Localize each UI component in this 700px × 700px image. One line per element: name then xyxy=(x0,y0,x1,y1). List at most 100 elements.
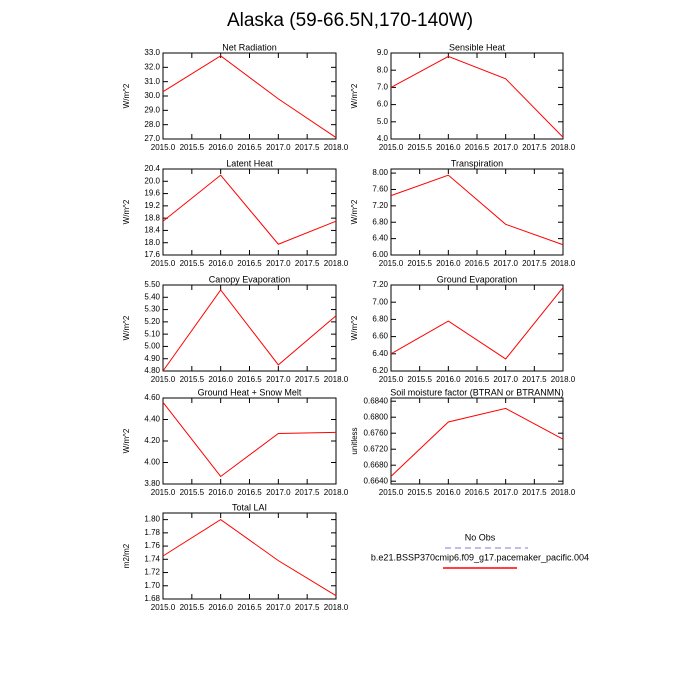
x-tick-label: 2016.5 xyxy=(465,488,490,497)
data-line xyxy=(390,407,564,477)
y-tick-label: 4.90 xyxy=(144,354,160,363)
y-tick-label: 18.8 xyxy=(144,213,160,222)
y-tick-label: 0.6680 xyxy=(364,460,389,469)
x-tick-label: 2015.0 xyxy=(151,375,176,384)
x-tick-label: 2016.5 xyxy=(465,143,490,152)
x-tick-label: 2017.5 xyxy=(295,259,320,268)
legend: No Obs b.e21.BSSP370cmip6.f09_g17.pacemak… xyxy=(371,532,589,569)
x-tick-label: 2016.0 xyxy=(436,488,461,497)
panel-title: Canopy Evaporation xyxy=(209,274,291,284)
y-tick-label: 7.20 xyxy=(372,201,388,210)
x-tick-label: 2015.0 xyxy=(379,259,404,268)
panel: Ground Heat + Snow Melt W/m^2 3.80 4.00 4.20… xyxy=(122,387,349,497)
x-tick-label: 2018.0 xyxy=(551,143,576,152)
figure-title: Alaska (59-66.5N,170-140W) xyxy=(227,10,473,31)
y-tick-label: 1.70 xyxy=(144,581,160,590)
x-tick-label: 2017.0 xyxy=(493,143,518,152)
y-tick-label: 6.40 xyxy=(372,234,388,243)
panel: Latent Heat W/m^2 17.6 18.0 18.4 18.8 19.2 19.6… xyxy=(122,158,349,268)
y-tick-label: 1.68 xyxy=(144,594,160,603)
y-tick-label: 1.80 xyxy=(144,515,160,524)
y-tick-label: 3.80 xyxy=(144,479,160,488)
panel: Transpiration W/m^2 6.00 6.40 6.80 7.20 7.60 8.… xyxy=(350,158,576,268)
y-axis-label: unitless xyxy=(350,427,359,454)
x-tick-label: 2016.0 xyxy=(436,375,461,384)
y-tick-label: 6.20 xyxy=(372,366,388,375)
x-tick-label: 2016.5 xyxy=(237,375,262,384)
panel-title: Ground Heat + Snow Melt xyxy=(198,387,302,397)
y-tick-label: 20.4 xyxy=(144,164,160,173)
y-tick-label: 18.4 xyxy=(144,226,160,235)
x-tick-label: 2015.0 xyxy=(151,603,176,612)
y-tick-label: 0.6840 xyxy=(364,396,389,405)
data-line xyxy=(162,519,337,597)
y-axis-label: W/m^2 xyxy=(122,83,131,108)
x-tick-label: 2015.5 xyxy=(407,259,432,268)
y-axis-label: W/m^2 xyxy=(350,199,359,224)
x-tick-label: 2018.0 xyxy=(551,488,576,497)
x-tick-label: 2017.0 xyxy=(266,603,291,612)
y-tick-label: 28.0 xyxy=(144,120,160,129)
y-tick-label: 5.30 xyxy=(144,305,160,314)
x-tick-label: 2017.0 xyxy=(493,259,518,268)
y-tick-label: 0.6800 xyxy=(364,412,389,421)
legend-label: b.e21.BSSP370cmip6.f09_g17.pacemaker_pac… xyxy=(371,552,589,562)
y-tick-label: 4.40 xyxy=(144,415,160,424)
panel: Canopy Evaporation W/m^2 4.80 4.90 5.00 5.10 5… xyxy=(122,274,349,384)
y-tick-label: 8.00 xyxy=(372,168,388,177)
x-tick-label: 2015.5 xyxy=(180,488,205,497)
panel-title: Transpiration xyxy=(451,158,503,168)
y-tick-label: 33.0 xyxy=(144,48,160,57)
y-tick-label: 19.2 xyxy=(144,201,160,210)
panel: Net Radiation W/m^2 27.0 28.0 29.0 30.0 31.0 32… xyxy=(122,42,349,152)
y-tick-label: 1.72 xyxy=(144,568,160,577)
y-tick-label: 9.0 xyxy=(377,48,389,57)
y-tick-label: 20.0 xyxy=(144,176,160,185)
y-axis-label: m2/m2 xyxy=(122,543,131,568)
x-tick-label: 2015.0 xyxy=(151,143,176,152)
x-tick-label: 2016.5 xyxy=(237,259,262,268)
y-tick-label: 29.0 xyxy=(144,105,160,114)
x-tick-label: 2015.5 xyxy=(407,488,432,497)
legend-label: No Obs xyxy=(465,532,496,542)
x-tick-label: 2016.5 xyxy=(465,375,490,384)
panel: Ground Evaporation W/m^2 6.20 6.40 6.60 6.80 7… xyxy=(350,274,576,384)
panel-title: Net Radiation xyxy=(222,42,277,52)
x-tick-label: 2018.0 xyxy=(324,603,349,612)
y-tick-label: 5.10 xyxy=(144,329,160,338)
x-tick-label: 2015.5 xyxy=(180,143,205,152)
x-tick-label: 2016.0 xyxy=(208,375,233,384)
panel-title: Latent Heat xyxy=(226,158,273,168)
y-tick-label: 32.0 xyxy=(144,62,160,71)
y-tick-label: 4.0 xyxy=(377,134,389,143)
x-tick-label: 2016.0 xyxy=(436,259,461,268)
y-axis-label: W/m^2 xyxy=(350,83,359,108)
x-tick-label: 2017.0 xyxy=(493,488,518,497)
x-tick-label: 2017.0 xyxy=(266,488,291,497)
x-tick-label: 2017.5 xyxy=(522,488,547,497)
y-tick-label: 7.20 xyxy=(372,280,388,289)
y-tick-label: 6.40 xyxy=(372,349,388,358)
y-tick-label: 0.6720 xyxy=(364,444,389,453)
y-axis-label: W/m^2 xyxy=(122,199,131,224)
panel-title: Ground Evaporation xyxy=(437,274,518,284)
x-tick-label: 2015.5 xyxy=(180,259,205,268)
y-tick-label: 1.76 xyxy=(144,541,160,550)
y-tick-label: 17.6 xyxy=(144,250,160,259)
y-tick-label: 18.0 xyxy=(144,238,160,247)
x-tick-label: 2018.0 xyxy=(551,375,576,384)
y-tick-label: 0.6760 xyxy=(364,428,389,437)
x-tick-label: 2017.5 xyxy=(295,143,320,152)
data-line xyxy=(162,401,337,478)
data-line xyxy=(390,287,564,360)
x-tick-label: 2016.0 xyxy=(436,143,461,152)
panel: Soil moisture factor (BTRAN or BTRANMN) u… xyxy=(350,387,576,497)
y-tick-label: 1.74 xyxy=(144,554,160,563)
panel: Total LAI m2/m2 1.68 1.70 1.72 1.74 1.76 1.78 1.… xyxy=(122,502,349,612)
x-tick-label: 2015.0 xyxy=(151,488,176,497)
x-tick-label: 2017.5 xyxy=(295,488,320,497)
x-tick-label: 2017.5 xyxy=(522,259,547,268)
y-tick-label: 4.60 xyxy=(144,393,160,402)
